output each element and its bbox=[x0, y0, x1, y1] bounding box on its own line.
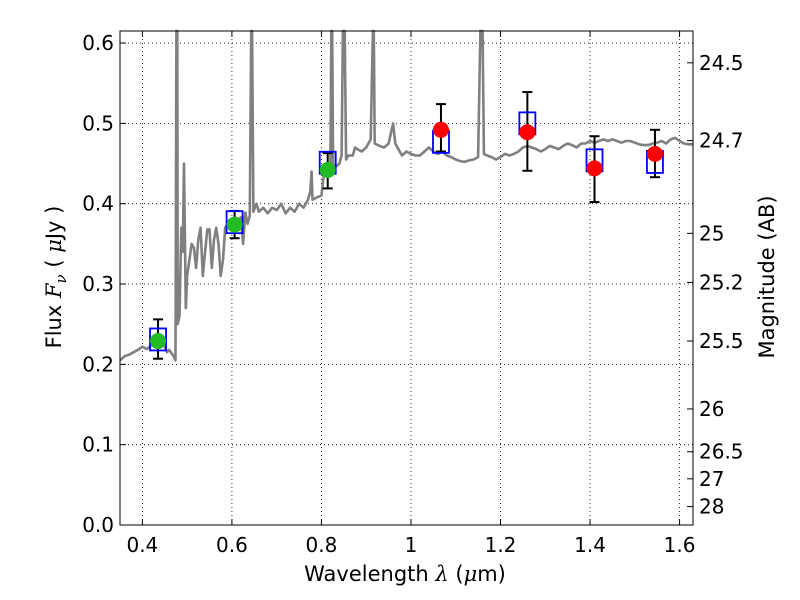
observed-point bbox=[432, 121, 449, 138]
y2-tick-label: 27 bbox=[699, 467, 724, 491]
y2-tick-label: 24.5 bbox=[699, 51, 744, 75]
model-square-marker bbox=[225, 210, 244, 235]
y-tick-label: 0.1 bbox=[82, 433, 114, 457]
x-tick-label: 0.6 bbox=[216, 533, 248, 557]
observed-point bbox=[519, 124, 536, 141]
observed-point bbox=[646, 145, 663, 162]
y2-tick-label: 25 bbox=[699, 221, 724, 245]
y2-tick-label: 26 bbox=[699, 397, 724, 421]
plot-frame bbox=[119, 30, 694, 526]
x-axis-label: Wavelength λ (μm) bbox=[304, 562, 506, 586]
axis-ticks: 0.4 0.6 0.8 1 1.2 1.4 1.6 0.0 0.1 0.2 0.3 0.4 0.5 0.6… bbox=[82, 31, 744, 557]
observed-photometry-markers bbox=[150, 121, 663, 350]
x-tick-label: 1.4 bbox=[574, 533, 606, 557]
observed-point bbox=[150, 333, 167, 350]
y-tick-label: 0.5 bbox=[82, 111, 114, 135]
y-tick-label: 0.4 bbox=[82, 192, 114, 216]
y-tick-label: 0.0 bbox=[82, 513, 114, 537]
y2-tick-label: 28 bbox=[699, 495, 724, 519]
x-tick-label: 1 bbox=[405, 533, 418, 557]
y-axis-label: Flux Fν ( μJy ) bbox=[42, 206, 70, 349]
x-tick-label: 1.2 bbox=[485, 533, 517, 557]
observed-point bbox=[319, 161, 336, 178]
spectrum-line bbox=[119, 29, 693, 362]
y2-tick-label: 25.5 bbox=[699, 329, 744, 353]
x-tick-label: 0.8 bbox=[306, 533, 338, 557]
model-square-marker bbox=[149, 327, 167, 352]
y-tick-label: 0.3 bbox=[82, 272, 114, 296]
y2-tick-label: 26.5 bbox=[699, 440, 744, 464]
y-tick-label: 0.6 bbox=[82, 31, 114, 55]
y-tick-label: 0.2 bbox=[82, 352, 114, 376]
y2-tick-label: 24.7 bbox=[699, 129, 744, 153]
observed-point bbox=[586, 160, 603, 177]
y2-axis-label: Magnitude (AB) bbox=[755, 195, 779, 358]
y2-tick-label: 25.2 bbox=[699, 270, 744, 294]
x-tick-label: 1.6 bbox=[664, 533, 696, 557]
x-tick-label: 0.4 bbox=[126, 533, 158, 557]
model-spectrum bbox=[119, 29, 693, 362]
observed-point bbox=[226, 216, 243, 233]
